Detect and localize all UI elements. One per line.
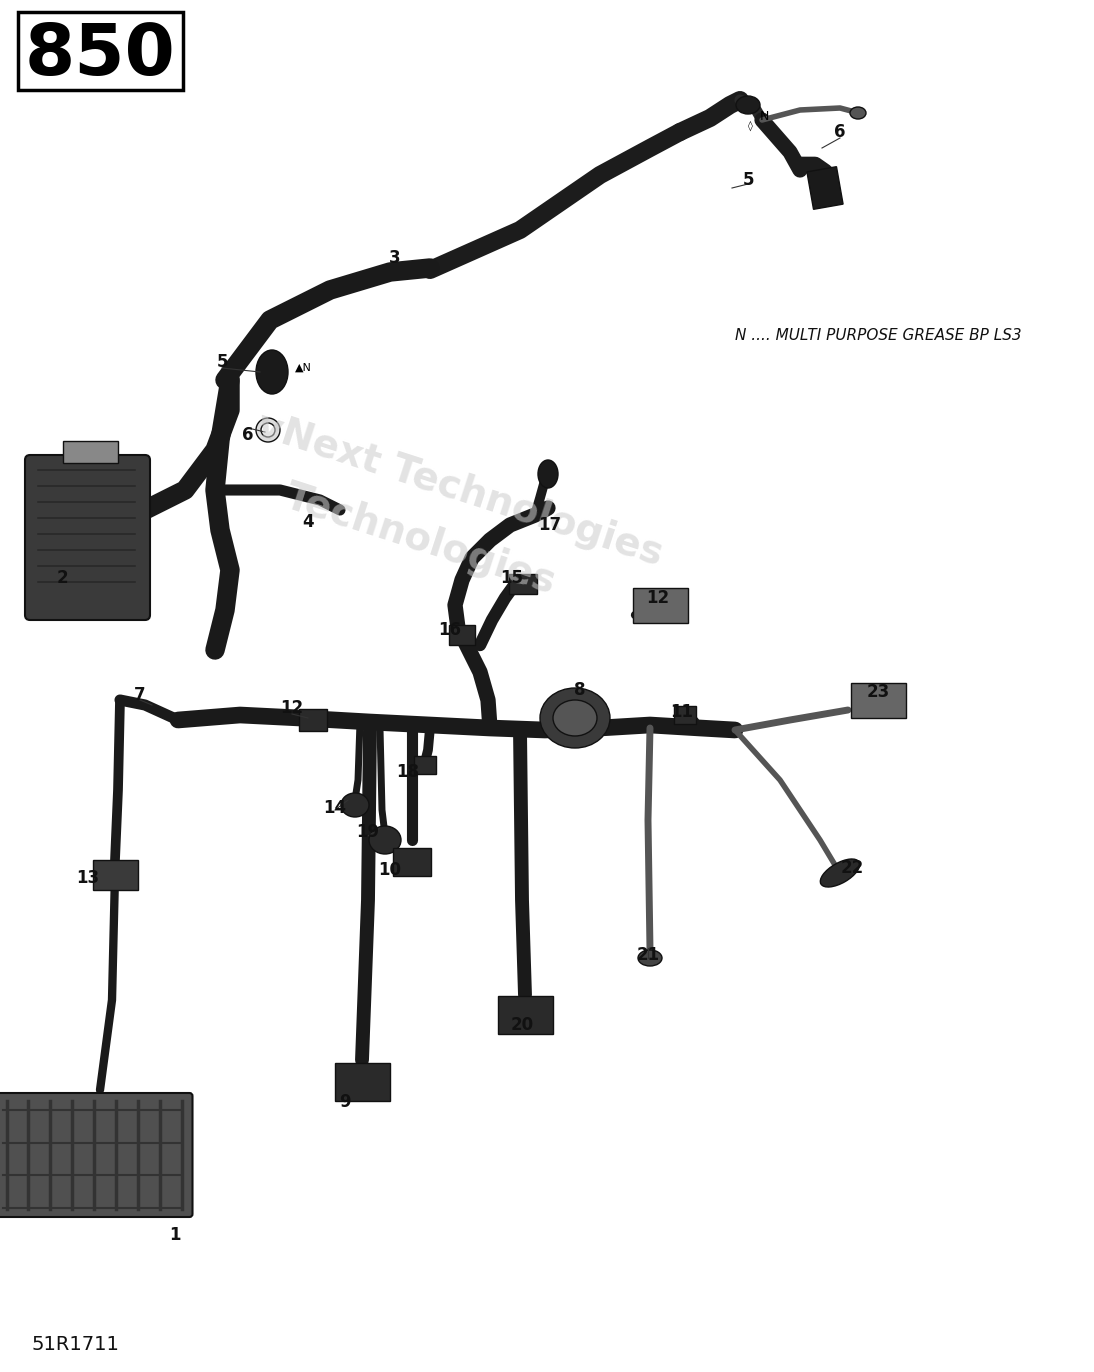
Text: 4: 4 (302, 513, 314, 531)
Text: 5: 5 (742, 172, 754, 189)
Bar (632, 587, 687, 623)
Bar (509, 573, 537, 594)
FancyBboxPatch shape (18, 12, 183, 91)
Text: N: N (760, 110, 769, 122)
Bar (498, 996, 552, 1034)
FancyBboxPatch shape (0, 1093, 193, 1217)
Bar (393, 848, 431, 875)
Text: ▲N: ▲N (295, 364, 312, 373)
Ellipse shape (341, 793, 369, 816)
Text: 19: 19 (357, 823, 380, 841)
Text: 850: 850 (24, 22, 175, 91)
Text: 14: 14 (324, 799, 347, 816)
Bar (93, 860, 138, 890)
Ellipse shape (850, 107, 866, 119)
Ellipse shape (552, 700, 597, 735)
Text: 18: 18 (396, 763, 419, 781)
Text: 10: 10 (379, 862, 401, 879)
Text: 5: 5 (217, 353, 228, 370)
Text: 7: 7 (135, 686, 146, 704)
Bar (335, 1063, 389, 1100)
Ellipse shape (736, 96, 760, 114)
Text: ◊: ◊ (747, 121, 753, 132)
Ellipse shape (540, 687, 610, 748)
Text: 51R1711: 51R1711 (31, 1335, 119, 1354)
Text: 21: 21 (637, 947, 660, 965)
Text: Technologies: Technologies (279, 479, 560, 602)
Text: vNext Technologies: vNext Technologies (252, 406, 667, 573)
Text: 6: 6 (242, 425, 254, 445)
Text: 2: 2 (56, 569, 68, 587)
Text: 12: 12 (280, 698, 303, 718)
Ellipse shape (369, 826, 401, 853)
Bar (62, 440, 117, 462)
Text: 22: 22 (840, 859, 863, 877)
Text: 20: 20 (511, 1017, 534, 1034)
Ellipse shape (638, 949, 662, 966)
Text: 9: 9 (339, 1093, 351, 1111)
Text: 17: 17 (538, 516, 561, 534)
Bar (449, 626, 475, 645)
FancyBboxPatch shape (25, 456, 150, 620)
Text: 23: 23 (866, 683, 889, 701)
Bar (414, 756, 437, 774)
Text: 3: 3 (389, 248, 400, 268)
Ellipse shape (820, 859, 860, 888)
Ellipse shape (256, 418, 280, 442)
Text: 12: 12 (647, 589, 670, 606)
Text: 8: 8 (574, 681, 585, 698)
Bar (674, 707, 696, 724)
Bar (807, 166, 843, 210)
Text: 16: 16 (439, 622, 462, 639)
Text: 11: 11 (671, 702, 694, 722)
Bar (850, 682, 906, 718)
Bar (299, 709, 327, 731)
Text: 15: 15 (500, 569, 524, 587)
Ellipse shape (538, 460, 558, 488)
Ellipse shape (261, 423, 275, 438)
Text: 13: 13 (77, 868, 100, 888)
Text: 6: 6 (835, 123, 846, 141)
Text: 1: 1 (170, 1227, 181, 1244)
Ellipse shape (256, 350, 288, 394)
Text: N .... MULTI PURPOSE GREASE BP LS3: N .... MULTI PURPOSE GREASE BP LS3 (735, 328, 1022, 343)
